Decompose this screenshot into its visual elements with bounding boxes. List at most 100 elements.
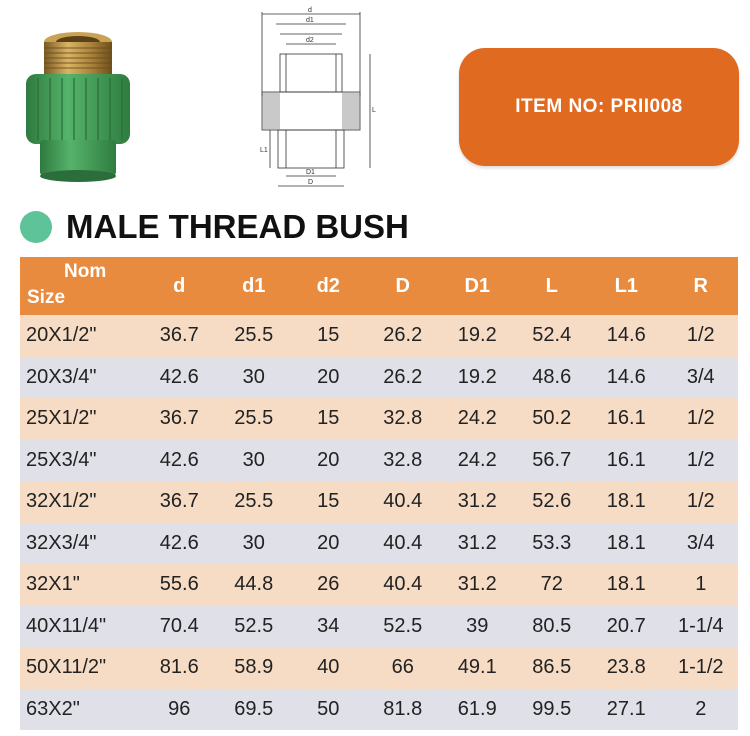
cell-l: 48.6	[514, 356, 589, 398]
cell-d1: 24.2	[440, 398, 515, 440]
cell-d1: 31.2	[440, 564, 515, 606]
technical-drawing: d d1 d2 L L1 D1 D	[260, 7, 376, 187]
cell-d2: 15	[291, 315, 366, 357]
cell-d: 32.8	[365, 398, 440, 440]
cell-r: 1-1/2	[663, 647, 738, 689]
header-R: R	[663, 257, 738, 315]
cell-d1: 19.2	[440, 356, 515, 398]
cell-d1: 25.5	[216, 481, 291, 523]
cell-nom-size: 32X1"	[20, 564, 142, 606]
cell-r: 1/2	[663, 481, 738, 523]
dim-L: L	[372, 107, 376, 114]
cell-d1: 52.5	[216, 605, 291, 647]
cell-l: 53.3	[514, 522, 589, 564]
cell-d1: 49.1	[440, 647, 515, 689]
cell-d: 36.7	[142, 398, 217, 440]
table-row: 32X3/4" 42.6 30 20 40.4 31.2 53.3 18.1 3/4	[20, 522, 738, 564]
cell-d: 81.8	[365, 688, 440, 730]
table-row: 25X3/4" 42.6 30 20 32.8 24.2 56.7 16.1 1/2	[20, 439, 738, 481]
cell-d1: 58.9	[216, 647, 291, 689]
cell-d: 52.5	[365, 605, 440, 647]
cell-nom-size: 20X3/4"	[20, 356, 142, 398]
spec-table: Nom Size d d1 d2 D D1 L L1 R 20X1/2" 36.7…	[20, 257, 738, 730]
cell-d: 40.4	[365, 564, 440, 606]
cell-r: 3/4	[663, 356, 738, 398]
cell-nom-size: 63X2"	[20, 688, 142, 730]
cell-d: 66	[365, 647, 440, 689]
header-nom-size: Nom Size	[20, 257, 142, 315]
cell-d2: 40	[291, 647, 366, 689]
cell-d2: 15	[291, 481, 366, 523]
cell-d2: 34	[291, 605, 366, 647]
cell-d2: 26	[291, 564, 366, 606]
cell-d2: 20	[291, 522, 366, 564]
cell-l1: 18.1	[589, 564, 664, 606]
cell-d1: 30	[216, 356, 291, 398]
green-socket	[40, 140, 116, 176]
cell-d: 42.6	[142, 356, 217, 398]
cell-nom-size: 25X1/2"	[20, 398, 142, 440]
cell-d: 81.6	[142, 647, 217, 689]
cell-l1: 14.6	[589, 356, 664, 398]
cell-d: 26.2	[365, 315, 440, 357]
cell-l: 72	[514, 564, 589, 606]
cell-r: 1	[663, 564, 738, 606]
cell-d1: 24.2	[440, 439, 515, 481]
table-header-row: Nom Size d d1 d2 D D1 L L1 R	[20, 257, 738, 315]
cell-l1: 27.1	[589, 688, 664, 730]
cell-nom-size: 50X11/2"	[20, 647, 142, 689]
cell-d2: 15	[291, 398, 366, 440]
cell-l1: 18.1	[589, 481, 664, 523]
cell-l: 80.5	[514, 605, 589, 647]
header-D: D	[365, 257, 440, 315]
cell-d1: 19.2	[440, 315, 515, 357]
header-size-label: Size	[27, 287, 66, 308]
cell-d: 42.6	[142, 439, 217, 481]
cell-d1: 61.9	[440, 688, 515, 730]
cell-l1: 16.1	[589, 439, 664, 481]
cell-r: 3/4	[663, 522, 738, 564]
cell-d1: 30	[216, 522, 291, 564]
cell-l1: 20.7	[589, 605, 664, 647]
cell-r: 2	[663, 688, 738, 730]
cell-d1: 25.5	[216, 398, 291, 440]
table-row: 40X11/4" 70.4 52.5 34 52.5 39 80.5 20.7 1-1/4	[20, 605, 738, 647]
cell-d1: 30	[216, 439, 291, 481]
cell-d: 55.6	[142, 564, 217, 606]
table-row: 32X1" 55.6 44.8 26 40.4 31.2 72 18.1 1	[20, 564, 738, 606]
cell-l: 52.6	[514, 481, 589, 523]
green-body	[26, 74, 130, 144]
cell-l: 50.2	[514, 398, 589, 440]
dim-D1: D1	[306, 169, 315, 176]
table-row: 63X2" 96 69.5 50 81.8 61.9 99.5 27.1 2	[20, 688, 738, 730]
cell-nom-size: 32X3/4"	[20, 522, 142, 564]
table-row: 25X1/2" 36.7 25.5 15 32.8 24.2 50.2 16.1 1/2	[20, 398, 738, 440]
cell-d: 40.4	[365, 481, 440, 523]
cell-r: 1/2	[663, 439, 738, 481]
header-L: L	[514, 257, 589, 315]
cell-r: 1-1/4	[663, 605, 738, 647]
cell-d: 36.7	[142, 315, 217, 357]
cell-d: 40.4	[365, 522, 440, 564]
cell-d2: 20	[291, 356, 366, 398]
cell-r: 1/2	[663, 398, 738, 440]
cell-nom-size: 20X1/2"	[20, 315, 142, 357]
product-photo	[26, 32, 130, 182]
cell-d: 96	[142, 688, 217, 730]
cell-d1: 31.2	[440, 522, 515, 564]
header-d1: d1	[216, 257, 291, 315]
cell-nom-size: 40X11/4"	[20, 605, 142, 647]
cell-d1: 69.5	[216, 688, 291, 730]
page-title: MALE THREAD BUSH	[66, 208, 409, 245]
dim-d2: d2	[306, 37, 314, 44]
header-d: d	[142, 257, 217, 315]
cell-d2: 20	[291, 439, 366, 481]
cell-l1: 16.1	[589, 398, 664, 440]
cell-d: 32.8	[365, 439, 440, 481]
cell-l: 56.7	[514, 439, 589, 481]
cell-l: 99.5	[514, 688, 589, 730]
cell-d1: 31.2	[440, 481, 515, 523]
cell-d1: 39	[440, 605, 515, 647]
cell-d: 26.2	[365, 356, 440, 398]
item-number-badge: ITEM NO: PRII008	[459, 48, 739, 166]
